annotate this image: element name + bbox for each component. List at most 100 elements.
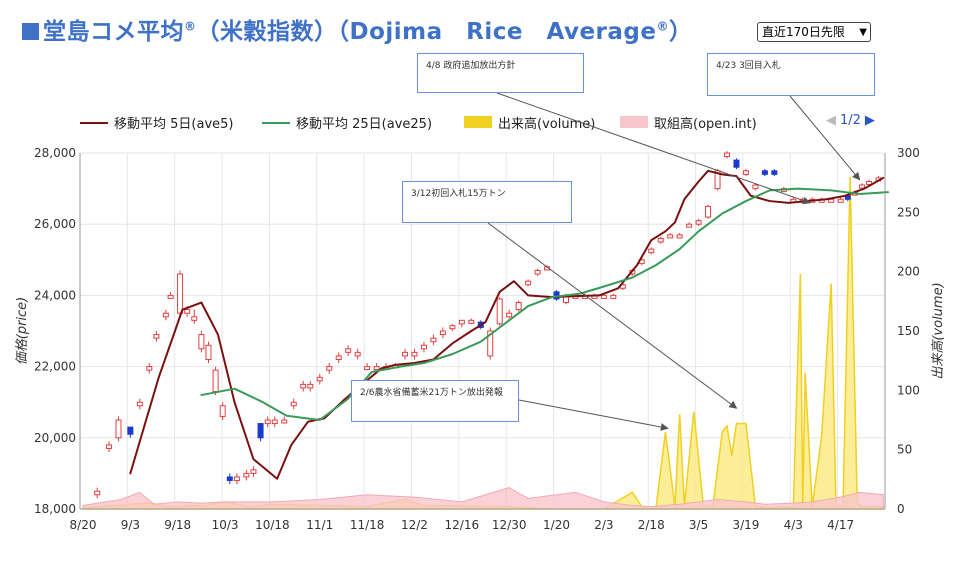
y2-tick-label: 100 xyxy=(897,383,920,397)
candle-body xyxy=(219,405,226,417)
page-title: 堂島コメ平均®（米穀指数）（Dojima Rice Average®） xyxy=(22,12,692,46)
candle xyxy=(420,341,427,353)
x-tick-label: 3/5 xyxy=(689,518,708,532)
legend-label-volume: 出来高(volume) xyxy=(498,117,596,132)
candle-body xyxy=(233,476,240,482)
candle xyxy=(354,348,361,360)
candle-body xyxy=(177,273,184,314)
candle xyxy=(212,366,219,396)
candle-body xyxy=(243,472,250,478)
legend-label-ave25: 移動平均 25日(ave25) xyxy=(296,117,433,132)
y-tick-label: 18,000 xyxy=(34,502,76,516)
candle xyxy=(515,300,522,312)
candle-body xyxy=(858,184,865,189)
candle-body xyxy=(411,351,418,357)
candle xyxy=(402,348,408,360)
chart-pager: ◀ 1/2 ▶ xyxy=(826,113,875,128)
candle-body xyxy=(657,237,664,243)
line-layer xyxy=(129,169,889,480)
candle xyxy=(610,293,617,299)
y2-tick-label: 150 xyxy=(897,324,920,338)
candle xyxy=(271,416,278,428)
candle xyxy=(335,352,342,364)
candle xyxy=(742,169,749,177)
candle xyxy=(127,426,134,438)
candle-body xyxy=(264,419,271,425)
candle-body xyxy=(667,234,674,239)
title-square-icon xyxy=(22,23,39,40)
candle xyxy=(326,363,333,374)
next-page-icon[interactable]: ▶ xyxy=(864,113,875,128)
candle xyxy=(761,169,768,177)
candle-body xyxy=(127,426,134,435)
legend-swatch-volume xyxy=(464,116,492,128)
candle-body xyxy=(345,348,352,353)
candle xyxy=(153,331,160,342)
candle xyxy=(439,327,446,339)
annotation-arrow xyxy=(789,95,861,181)
annotation-text-4: 2/6農水省備蓄米21万トン放出発報 xyxy=(360,388,503,398)
candle-body xyxy=(271,419,278,425)
candle xyxy=(219,402,226,420)
candle xyxy=(705,204,712,219)
candle xyxy=(115,416,122,442)
candle xyxy=(162,309,169,321)
axis-layer: 18,000 20,000 22,000 24,000 26,000 28,000 0 50 1… xyxy=(15,146,946,532)
candle-body xyxy=(506,312,513,318)
prev-page-icon[interactable]: ◀ xyxy=(826,113,836,128)
legend-swatch-ave25 xyxy=(262,122,290,124)
x-tick-label: 9/3 xyxy=(121,518,140,532)
candle xyxy=(534,268,541,276)
annotation-box-4: 2/6農水省備蓄米21万トン放出発報 xyxy=(351,380,519,422)
legend-swatch-ave5 xyxy=(80,122,108,124)
candle xyxy=(243,469,250,481)
candle-body xyxy=(525,280,532,286)
candle-body xyxy=(686,223,693,228)
x-tick-label: 2/3 xyxy=(594,518,613,532)
candle xyxy=(307,380,314,392)
candle-body xyxy=(326,366,333,371)
candle xyxy=(837,197,844,203)
annotation-text-3: 3/12初回入札15万トン xyxy=(411,189,506,199)
candle-body xyxy=(212,369,219,393)
area-layer xyxy=(82,176,885,510)
legend-label-openint: 取組高(open.int) xyxy=(654,117,757,132)
x-tick-label: 1/20 xyxy=(543,518,570,532)
x-tick-label: 3/19 xyxy=(732,518,759,532)
ave25-line xyxy=(200,187,889,421)
period-select[interactable]: 直近170日先限 ▼ xyxy=(757,22,871,42)
candle-body xyxy=(705,205,712,218)
candle xyxy=(667,233,674,239)
y-tick-label: 24,000 xyxy=(34,288,76,302)
candle-body xyxy=(250,469,257,474)
y2-tick-label: 200 xyxy=(897,265,920,279)
candle xyxy=(506,309,513,319)
candle xyxy=(411,348,418,360)
candle-body xyxy=(146,366,153,371)
candle xyxy=(290,398,297,410)
candle xyxy=(752,183,759,191)
candle-body xyxy=(487,330,494,357)
candle-body xyxy=(534,269,541,275)
period-select-value: 直近170日先限 xyxy=(762,25,845,39)
candle-body xyxy=(307,383,314,389)
x-tick-label: 4/3 xyxy=(784,518,803,532)
candle-body xyxy=(695,220,702,225)
candle-body xyxy=(866,180,873,185)
candle xyxy=(345,345,352,356)
candle xyxy=(724,151,730,159)
candle xyxy=(858,183,865,189)
x-tick-label: 12/2 xyxy=(401,518,428,532)
candle xyxy=(233,473,240,485)
annotation-arrow xyxy=(518,399,669,431)
x-tick-label: 4/17 xyxy=(827,518,854,532)
title-registered-mark: ® xyxy=(184,19,197,34)
candle-body xyxy=(198,334,205,350)
candle-body xyxy=(449,325,456,330)
candle xyxy=(676,233,683,239)
candle-body xyxy=(300,383,307,389)
x-tick-label: 10/18 xyxy=(255,518,290,532)
candle xyxy=(468,318,475,324)
candle xyxy=(205,341,212,364)
annotation-arrows xyxy=(487,92,861,431)
